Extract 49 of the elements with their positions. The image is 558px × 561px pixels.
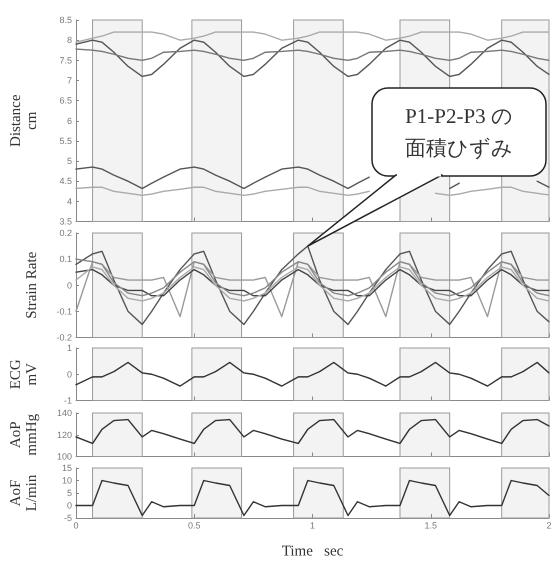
y-tick-label: 15 [62,463,72,473]
line-series [75,418,550,444]
line-series [75,266,550,302]
y-tick-label: 6 [66,116,72,126]
y-tick-label: -0.2 [56,332,72,342]
y-tick-label: 0.1 [59,254,72,264]
y-tick-label: 4 [66,196,72,206]
y-tick-label: 7.5 [59,55,72,66]
line-series [75,31,550,43]
y-tick-label: 0 [66,280,72,290]
line-series [75,362,550,387]
y-axis-title: AoF L/min [8,474,40,512]
y-axis-title: Strain Rate [24,251,40,319]
y-tick-label: 1 [66,343,72,353]
y-tick-label: 0.2 [59,228,72,238]
y-tick-label: 7 [66,75,72,86]
annotation: P1-P2-P3 の面積ひずみ [404,103,514,162]
line-series [75,480,550,516]
y-axis-title: AoP mmHg [8,413,40,456]
y-axis-title: Distance cm [8,94,40,147]
y-tick-label: -5 [64,513,72,523]
y-tick-label: 5.5 [59,136,72,146]
y-tick-label: 4.5 [59,176,72,186]
y-tick-label: 100 [56,452,72,462]
y-axis-title: ECG mV [8,359,40,390]
y-tick-label: 140 [56,408,72,418]
x-axis-title: Time sec [282,544,344,560]
y-tick-label: -0.1 [56,306,72,316]
line-series [75,48,550,61]
x-tick-label: 1 [310,520,316,530]
x-tick-label: 1.5 [424,520,438,530]
x-tick-label: 2 [546,520,552,530]
y-tick-label: 3.5 [59,216,72,226]
x-tick-label: 0 [73,520,79,530]
y-tick-label: 0 [66,369,72,380]
y-tick-label: 8.5 [59,15,72,25]
y-tick-label: 5 [66,156,72,166]
y-tick-label: 10 [62,476,72,486]
y-tick-label: -1 [64,396,72,406]
y-tick-label: 6.5 [59,96,72,106]
y-tick-label: 120 [56,430,72,440]
line-series [75,268,550,296]
y-tick-label: 0 [66,500,72,510]
y-tick-label: 5 [66,488,72,498]
y-tick-label: 8 [66,35,72,46]
line-series [75,245,550,326]
x-tick-label: 0.5 [188,520,201,530]
line-series [75,39,550,78]
line-series [75,261,550,318]
